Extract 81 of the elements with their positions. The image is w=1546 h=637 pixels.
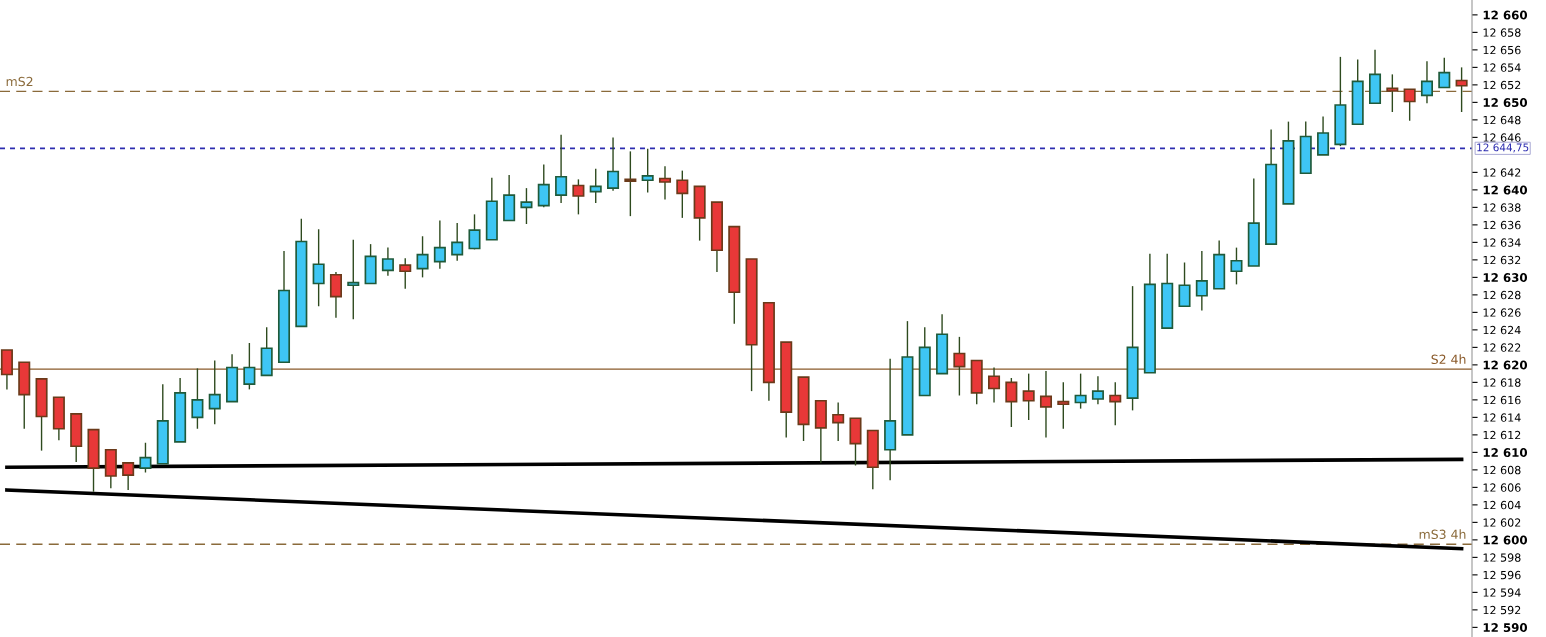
candlestick [1057, 381, 1070, 430]
y-tick-label: 12 624 [1483, 325, 1521, 335]
candlestick [658, 165, 672, 201]
y-tick-label: 12 632 [1483, 255, 1521, 265]
candlestick [329, 271, 342, 319]
candlestick [433, 219, 446, 270]
y-tick-label: 12 654 [1483, 63, 1521, 72]
y-tick-label: 12 652 [1483, 80, 1521, 90]
candlestick [641, 148, 654, 194]
y-tick-label: 12 600 [1483, 535, 1528, 545]
y-tick-label: 12 608 [1483, 465, 1521, 475]
candlestick [555, 134, 568, 204]
y-tick-label: 12 602 [1483, 518, 1521, 527]
candlestick [399, 257, 412, 290]
y-tick-label: 12 650 [1483, 98, 1528, 108]
candlestick [191, 367, 204, 430]
candlestick [1005, 377, 1018, 428]
y-tick-label: 12 642 [1483, 168, 1521, 177]
candlestick [451, 222, 464, 262]
y-tick-label: 12 634 [1483, 238, 1521, 247]
candlestick [832, 401, 845, 442]
candlestick [1109, 381, 1122, 426]
candlestick [1195, 250, 1208, 312]
candlestick [1386, 73, 1399, 113]
y-tick-label: 12 590 [1483, 623, 1528, 633]
y-tick-label: 12 594 [1483, 588, 1521, 597]
y-tick-label: 12 628 [1483, 290, 1521, 300]
candlestick [1438, 57, 1451, 89]
y-tick-label: 12 610 [1483, 448, 1528, 458]
candlestick [572, 178, 585, 216]
candlestick [468, 213, 481, 251]
y-tick-label: 12 612 [1483, 430, 1521, 440]
ref-line-label: 12 644,75 [1477, 143, 1529, 153]
candlestick [1403, 88, 1416, 122]
candlestick [624, 150, 637, 217]
y-tick-label: 12 614 [1483, 413, 1521, 422]
candlestick [381, 246, 394, 277]
y-tick-label: 12 626 [1483, 308, 1521, 317]
y-tick-label: 12 622 [1483, 343, 1521, 352]
ref-line-label: mS3 4h [1419, 529, 1466, 540]
candlestick [1317, 115, 1330, 156]
y-tick-label: 12 596 [1483, 570, 1521, 580]
y-tick-label: 12 636 [1483, 220, 1521, 230]
candlestick [1178, 261, 1191, 308]
candlestick [208, 359, 221, 426]
candlestick [1230, 246, 1243, 286]
candlestick [1420, 60, 1434, 104]
y-tick-label: 12 660 [1483, 10, 1528, 20]
candlestick [1039, 370, 1053, 439]
y-tick-label: 12 620 [1483, 360, 1528, 370]
candlestick [243, 342, 256, 391]
candlestick [312, 228, 325, 307]
candlestick [1091, 375, 1104, 405]
y-tick-label: 12 630 [1483, 273, 1528, 283]
y-tick-label: 12 646 [1483, 133, 1521, 142]
candlestick [1455, 66, 1468, 113]
candlestick [953, 336, 966, 397]
candlestick [122, 461, 135, 491]
y-tick-label: 12 604 [1483, 500, 1521, 510]
candlestick [520, 187, 533, 225]
y-tick-label: 12 618 [1483, 378, 1521, 387]
candlestick [676, 169, 689, 219]
y-tick-label: 12 658 [1483, 28, 1521, 37]
y-tick-label: 12 616 [1483, 395, 1521, 405]
candlestick [139, 442, 152, 474]
ref-line-label: S2 4h [1431, 354, 1466, 365]
candlestick [1074, 372, 1087, 410]
y-tick-label: 12 592 [1483, 605, 1521, 615]
candlestick [416, 235, 429, 279]
ref-line-label: mS2 [6, 76, 33, 87]
candlestick [537, 163, 550, 209]
y-tick-label: 12 648 [1483, 115, 1521, 125]
y-tick-label: 12 598 [1483, 553, 1521, 562]
y-tick-label: 12 606 [1483, 483, 1521, 492]
y-tick-label: 12 656 [1483, 45, 1521, 55]
y-tick-label: 12 638 [1483, 203, 1521, 212]
candlestick [988, 366, 1001, 404]
candlestick [607, 136, 620, 192]
y-tick-label: 12 640 [1483, 185, 1528, 195]
candlestick [1022, 372, 1035, 421]
candlestick [347, 239, 360, 321]
